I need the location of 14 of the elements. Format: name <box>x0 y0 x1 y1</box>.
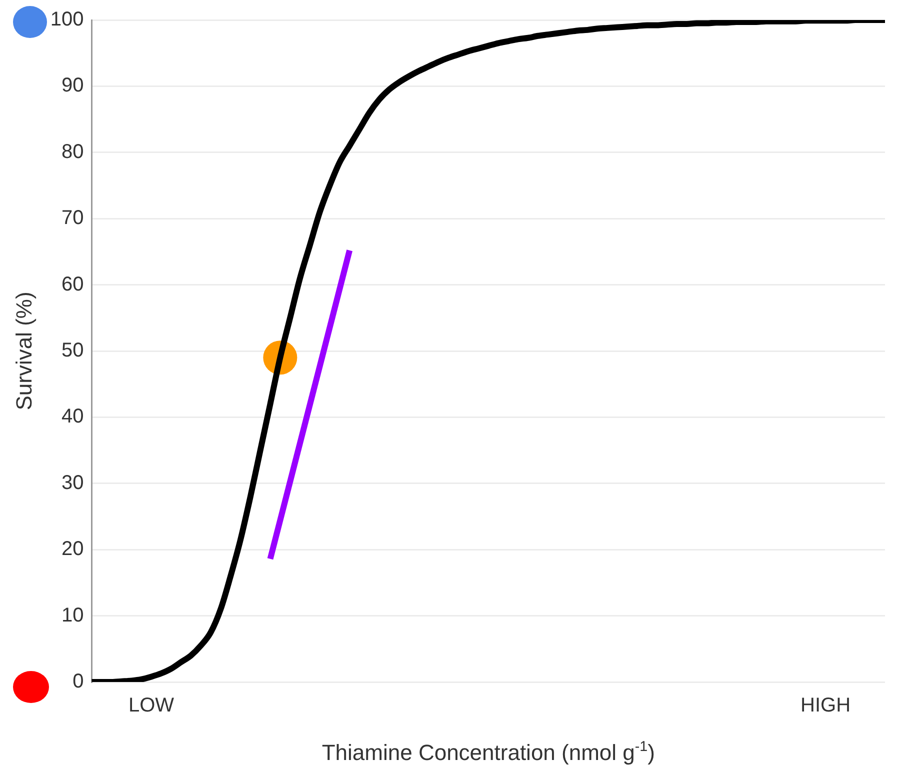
x-tick-label: LOW <box>128 694 174 717</box>
y-tick-label: 100 <box>50 8 84 31</box>
y-tick-label: 50 <box>62 340 84 362</box>
y-tick-label: 10 <box>62 604 84 626</box>
y-axis-title: Survival (%) <box>11 292 36 410</box>
y-tick-label: 70 <box>62 207 84 230</box>
y-tick-label: 90 <box>62 74 84 97</box>
y-tick-label: 30 <box>62 472 84 494</box>
y-tick-label: 60 <box>62 273 84 296</box>
x-tick-label: HIGH <box>800 694 851 717</box>
y-tick-label: 20 <box>62 538 84 560</box>
y-tick-label: 80 <box>62 140 84 163</box>
y-tick-label: 40 <box>62 406 84 428</box>
y-tick-label: 0 <box>72 670 84 693</box>
